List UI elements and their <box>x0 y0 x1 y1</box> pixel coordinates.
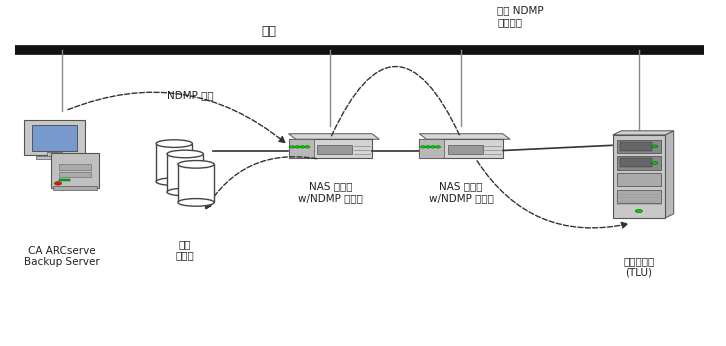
Text: NAS 伺服器
w/NDMP 伺服器: NAS 伺服器 w/NDMP 伺服器 <box>298 182 363 203</box>
Bar <box>289 139 372 158</box>
Bar <box>617 190 661 203</box>
Polygon shape <box>613 131 674 135</box>
Ellipse shape <box>178 161 214 168</box>
Bar <box>617 156 661 170</box>
FancyArrowPatch shape <box>205 157 317 209</box>
Ellipse shape <box>156 140 192 147</box>
Ellipse shape <box>431 146 436 148</box>
Circle shape <box>635 209 643 213</box>
Text: NAS 伺服器
w/NDMP 伺服器: NAS 伺服器 w/NDMP 伺服器 <box>428 182 494 203</box>
Bar <box>156 144 192 182</box>
Ellipse shape <box>305 146 310 148</box>
Polygon shape <box>289 134 380 139</box>
Bar <box>448 145 483 154</box>
Bar <box>317 145 352 154</box>
Text: 資料
磁碟區: 資料 磁碟區 <box>176 239 195 260</box>
Bar <box>620 142 652 151</box>
Polygon shape <box>665 131 674 218</box>
Bar <box>167 154 203 192</box>
Circle shape <box>652 145 658 148</box>
Ellipse shape <box>290 146 295 148</box>
Circle shape <box>652 162 658 164</box>
Ellipse shape <box>167 150 203 158</box>
Bar <box>420 139 444 158</box>
Text: 網路: 網路 <box>261 25 276 38</box>
Polygon shape <box>420 134 510 139</box>
Bar <box>36 156 73 159</box>
FancyArrowPatch shape <box>68 92 285 143</box>
Circle shape <box>54 182 62 185</box>
Bar <box>59 179 70 181</box>
Ellipse shape <box>156 178 192 185</box>
Ellipse shape <box>178 199 214 206</box>
Bar <box>613 135 665 218</box>
FancyArrowPatch shape <box>477 161 627 228</box>
FancyBboxPatch shape <box>51 153 99 188</box>
Bar <box>53 186 97 190</box>
FancyArrowPatch shape <box>332 66 460 136</box>
Bar <box>59 172 91 177</box>
Bar <box>33 125 77 151</box>
Bar <box>289 139 314 158</box>
FancyBboxPatch shape <box>25 120 85 155</box>
Text: 三向 NDMP
資料路徑: 三向 NDMP 資料路徑 <box>497 5 544 27</box>
Ellipse shape <box>300 146 305 148</box>
Ellipse shape <box>436 146 441 148</box>
Bar <box>420 139 502 158</box>
Bar <box>59 164 91 170</box>
Text: CA ARCserve
Backup Server: CA ARCserve Backup Server <box>24 246 99 267</box>
Bar <box>617 140 661 153</box>
Bar <box>178 164 214 202</box>
Text: NDMP 指令: NDMP 指令 <box>167 90 213 100</box>
Text: 磁帶櫃單元
(TLU): 磁帶櫃單元 (TLU) <box>623 256 655 277</box>
Bar <box>617 173 661 186</box>
Ellipse shape <box>425 146 431 148</box>
Bar <box>47 152 62 157</box>
Ellipse shape <box>295 146 300 148</box>
Ellipse shape <box>167 188 203 196</box>
Bar <box>620 158 652 167</box>
Ellipse shape <box>420 146 425 148</box>
